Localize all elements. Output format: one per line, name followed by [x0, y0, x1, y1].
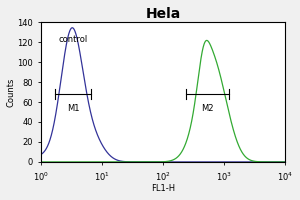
Text: M1: M1 [67, 104, 79, 113]
Y-axis label: Counts: Counts [7, 77, 16, 107]
X-axis label: FL1-H: FL1-H [151, 184, 175, 193]
Title: Hela: Hela [146, 7, 181, 21]
Text: M2: M2 [201, 104, 214, 113]
Text: control: control [58, 35, 88, 44]
